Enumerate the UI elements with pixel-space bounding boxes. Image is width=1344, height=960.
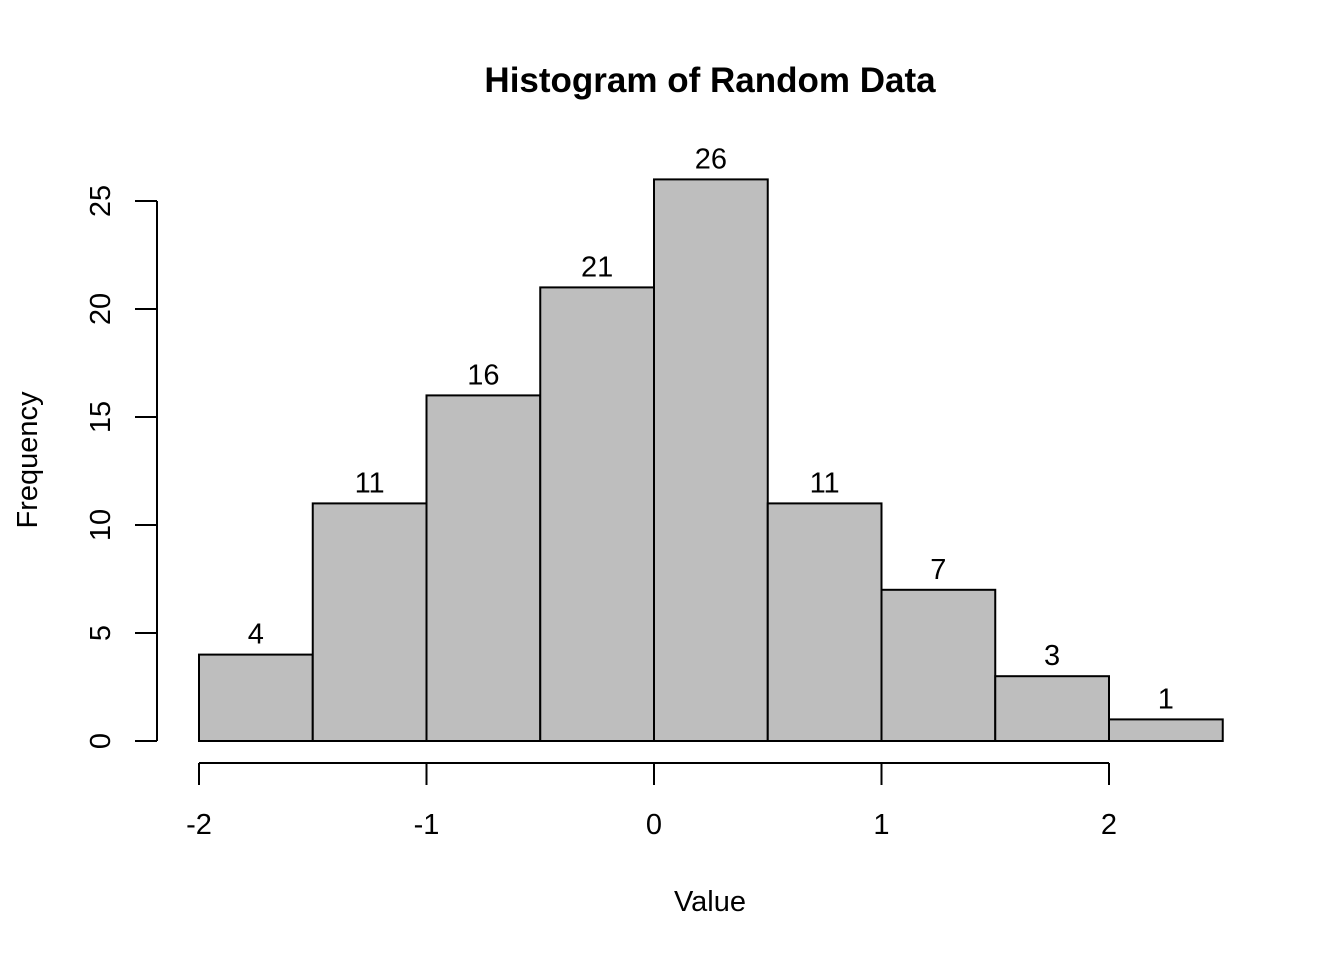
bar-count-label: 21 — [581, 251, 613, 283]
x-tick-label: 0 — [646, 809, 662, 841]
y-tick-label: 20 — [85, 293, 117, 325]
bar-count-label: 16 — [467, 359, 499, 391]
histogram-bar — [198, 653, 314, 742]
bar-count-label: 4 — [248, 619, 264, 651]
histogram-bar — [880, 588, 997, 742]
histogram-bar — [653, 178, 769, 742]
x-tick-label: -2 — [186, 809, 212, 841]
y-tick-label: 0 — [85, 733, 117, 749]
x-axis: -2 -1 0 1 2 — [186, 762, 1117, 841]
bar-count-label: 11 — [355, 467, 385, 499]
histogram-bar — [311, 502, 428, 742]
y-tick-label: 5 — [85, 625, 117, 641]
bar-count-label: 7 — [930, 554, 946, 586]
histogram-bar — [1108, 718, 1224, 743]
histogram-bar — [539, 286, 655, 742]
x-tick-label: -1 — [414, 809, 440, 841]
y-tick-label: 15 — [85, 401, 117, 433]
x-tick-label: 2 — [1101, 809, 1117, 841]
y-axis-label: Frequency — [12, 391, 44, 529]
bar-count-label: 3 — [1044, 640, 1060, 672]
histogram-bar — [994, 675, 1110, 743]
y-tick-label: 10 — [85, 509, 117, 541]
y-axis: 0 5 10 15 20 25 — [85, 185, 158, 749]
bar-labels-group: 4 11 16 21 26 11 7 3 1 — [248, 143, 1174, 715]
bar-count-label: 1 — [1158, 683, 1174, 715]
histogram-bar — [766, 502, 883, 742]
bar-count-label: 11 — [810, 467, 840, 499]
histogram-bar — [425, 394, 542, 742]
chart-title: Histogram of Random Data — [484, 61, 936, 100]
bars-group — [198, 178, 1224, 743]
x-tick-label: 1 — [873, 809, 889, 841]
y-tick-label: 25 — [85, 185, 117, 217]
bar-count-label: 26 — [695, 143, 727, 175]
x-axis-label: Value — [674, 886, 746, 918]
